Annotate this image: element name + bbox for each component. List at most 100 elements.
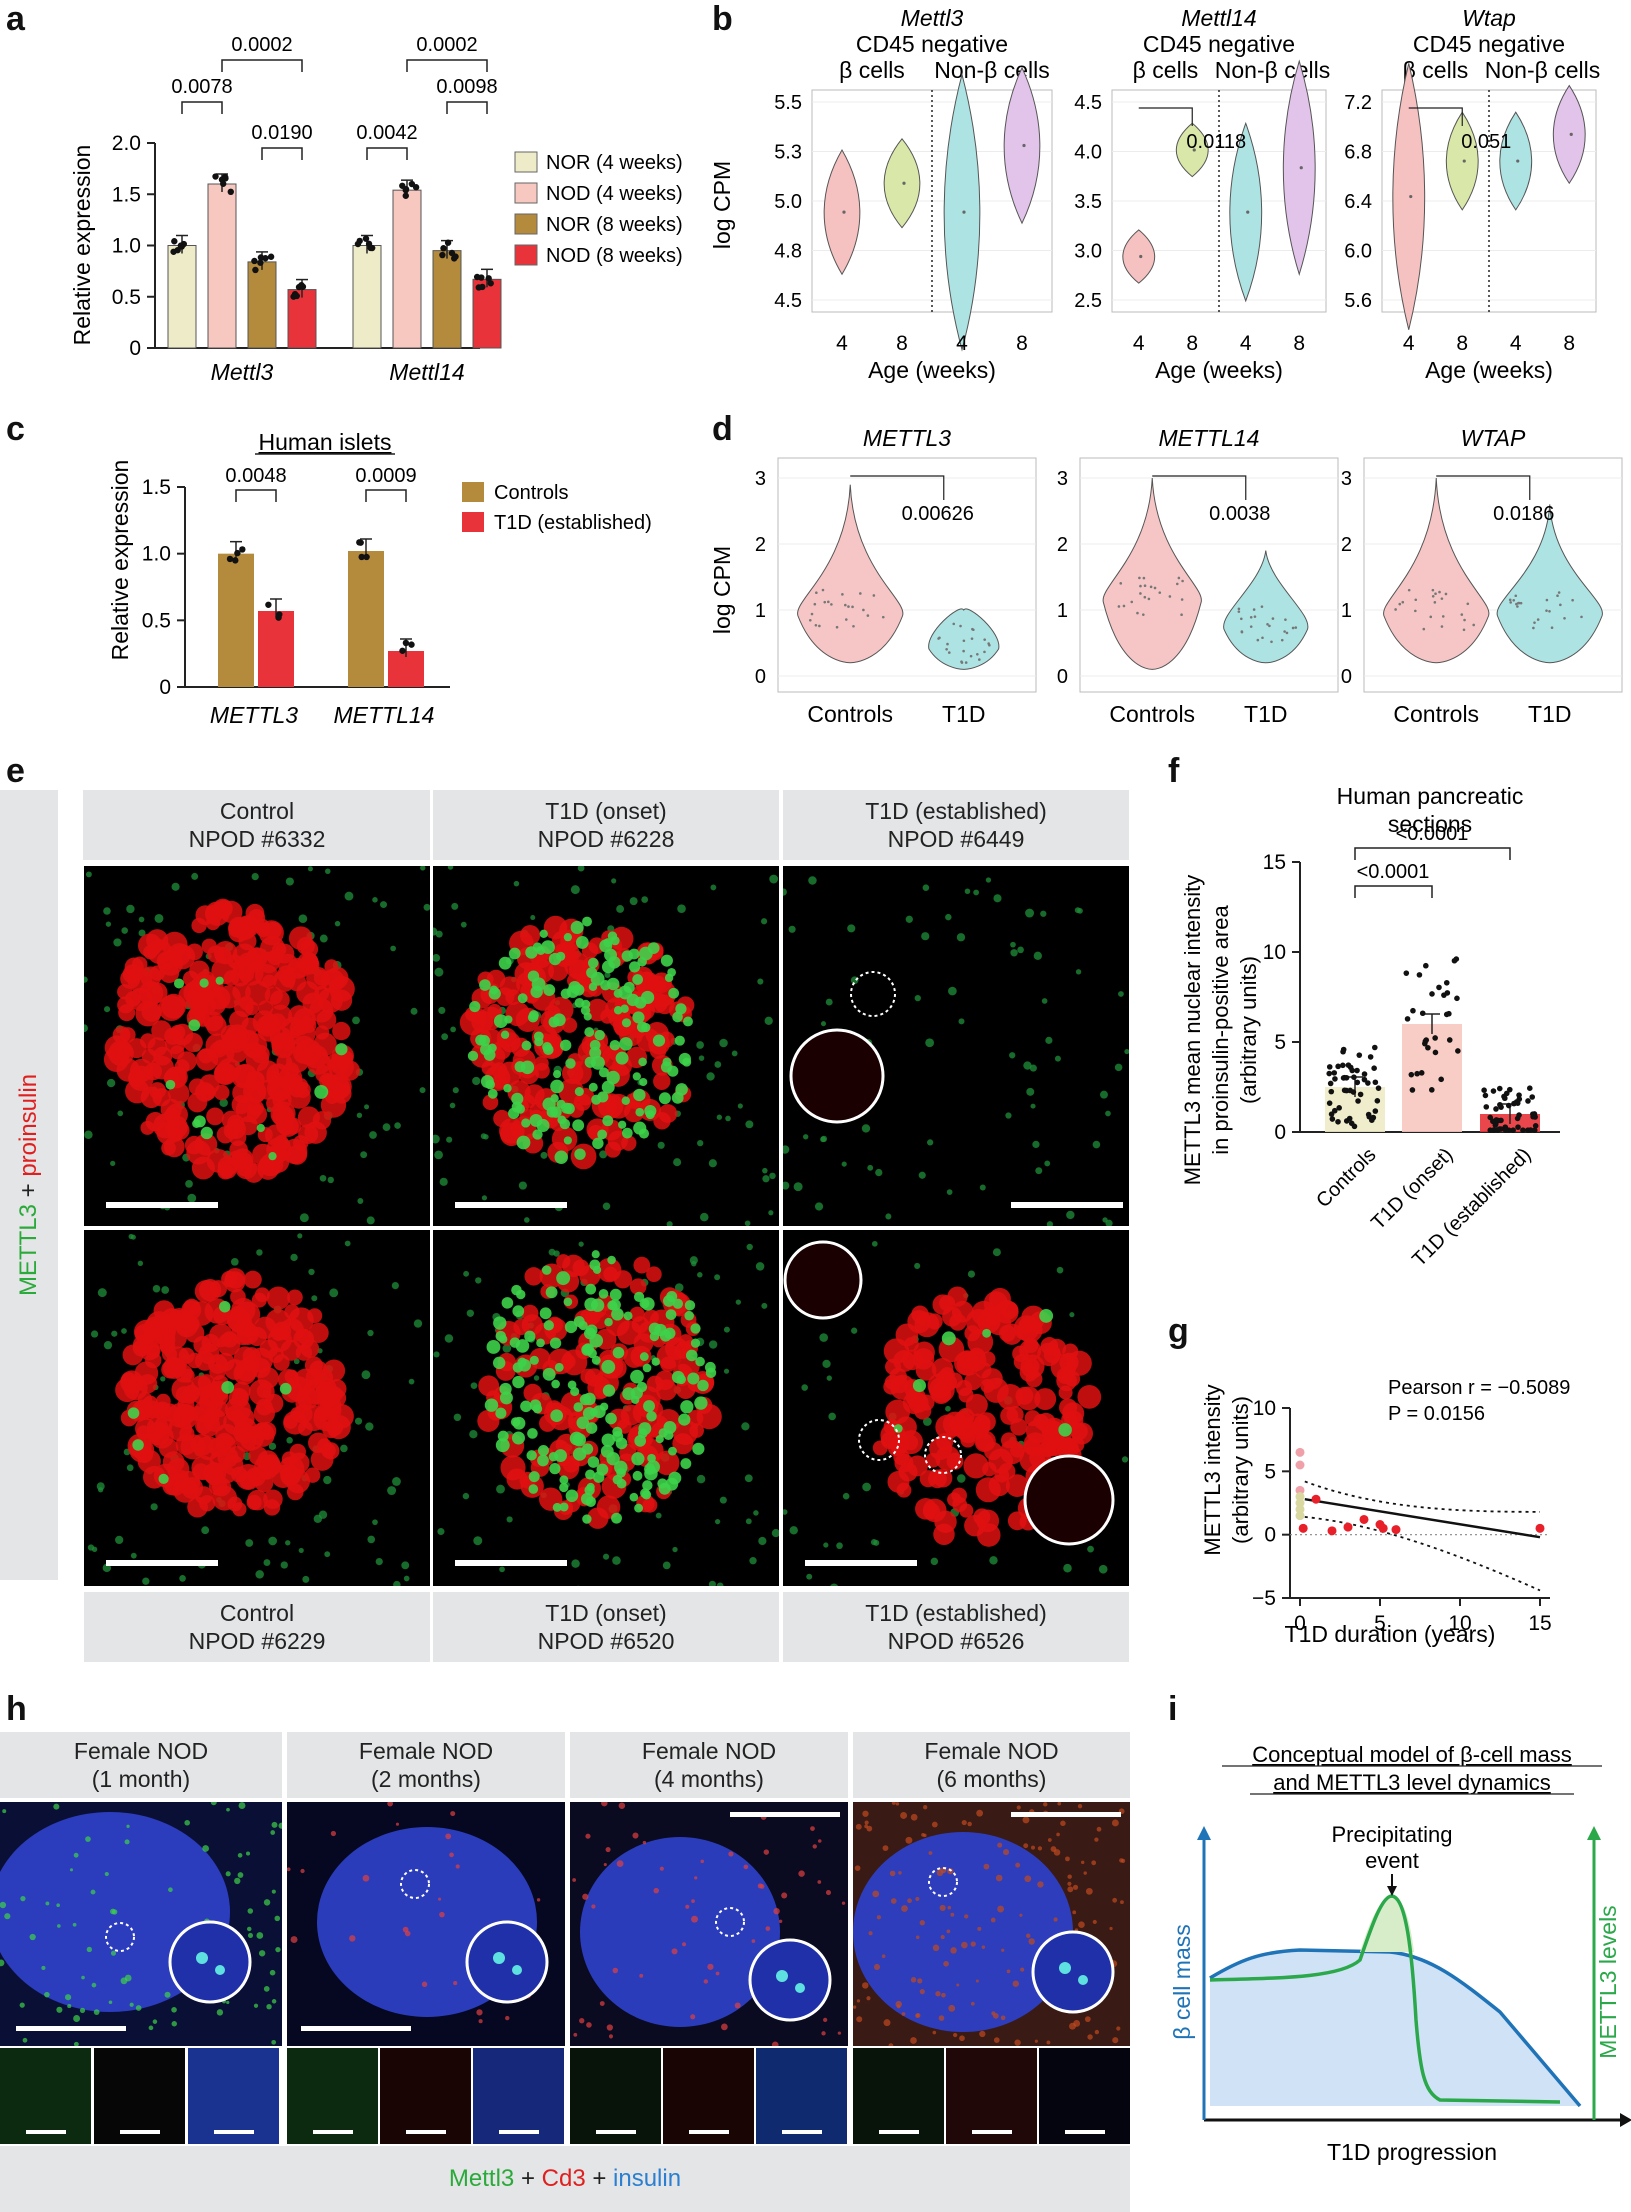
c-dot: [399, 647, 406, 654]
scale-bar: [1011, 1202, 1123, 1208]
scale-bar: [106, 1560, 218, 1566]
f-dot: [1423, 1037, 1430, 1043]
a-legend-swatch: [514, 182, 538, 204]
b-violin: [1552, 84, 1586, 185]
b-xtick: 8: [1016, 332, 1028, 355]
h-header-1-month: Female NOD (1 month): [0, 1732, 282, 1798]
b-pvalue: 0.051: [1461, 131, 1511, 153]
f-dot: [1341, 1087, 1348, 1094]
g-xtick: 0: [1294, 1612, 1306, 1635]
d-pvalue: 0.00626: [902, 503, 974, 525]
c-ytick: 1.5: [142, 476, 171, 499]
f-dot: [1347, 1087, 1354, 1094]
b-ytick: 3.5: [1074, 191, 1102, 213]
h-header-6-months: Female NOD (6 months): [853, 1732, 1130, 1798]
h-thumbnail: [946, 2048, 1037, 2144]
f-dot: [1372, 1108, 1379, 1114]
c-dot: [402, 639, 410, 647]
caption-mettl3: Mettl3: [448, 2165, 515, 2192]
g-point: [1298, 1523, 1308, 1533]
b-ytick: 6.8: [1344, 142, 1372, 164]
b-ytick: 5.0: [774, 191, 802, 213]
f-dot: [1532, 1123, 1539, 1129]
b-violin: [1229, 121, 1263, 303]
b-header: CD45 negative: [1413, 31, 1565, 57]
f-dot: [1483, 1104, 1490, 1110]
b-xlabel: Age (weeks): [868, 357, 996, 383]
a-dot: [362, 235, 370, 242]
i-beta-mass-area: [1210, 1950, 1580, 2106]
d-ytick: 3: [1341, 468, 1352, 490]
f-dot: [1482, 1092, 1489, 1099]
f-dot: [1505, 1102, 1512, 1109]
f-ytick: 15: [1263, 851, 1286, 874]
b-ytick: 3.0: [1074, 241, 1102, 263]
c-legend-swatch: [462, 482, 484, 502]
h-channel-thumbnails: [0, 2048, 1130, 2144]
a-dot: [402, 192, 409, 199]
f-dot: [1490, 1088, 1497, 1094]
f-dot: [1511, 1100, 1517, 1107]
f-dot: [1332, 1076, 1338, 1082]
b-pvalue: 0.0118: [1186, 131, 1246, 153]
c-group-label: METTL3: [210, 702, 298, 728]
b-gene: Mettl14: [1181, 5, 1256, 31]
b-ytick: 6.4: [1344, 191, 1372, 213]
f-dot: [1365, 1080, 1371, 1086]
b-violin: [1392, 63, 1426, 330]
chart-g-pvalue: P = 0.0156: [1388, 1403, 1485, 1425]
chart-g-pearson: Pearson r = −0.5089: [1388, 1377, 1570, 1399]
f-dot: [1355, 1098, 1361, 1104]
f-dot: [1423, 962, 1429, 969]
g-point: [1359, 1514, 1369, 1524]
b-gene: Mettl3: [901, 5, 964, 31]
chart-i: Conceptual model of β-cell mass and METT…: [1169, 1742, 1631, 2165]
b-group: β cells: [1133, 57, 1199, 83]
f-dot: [1436, 984, 1442, 991]
a-dot: [408, 180, 416, 188]
chart-c: Human islets Relative expression 0 0.5 1.0…: [107, 429, 652, 728]
h-thumbnail: [380, 2048, 471, 2144]
f-dot: [1327, 1080, 1334, 1087]
a-bar: [167, 245, 197, 349]
chart-d-ylabel: log CPM: [709, 546, 735, 634]
h-header-4-months: Female NOD (4 months): [570, 1732, 848, 1798]
b-ytick: 4.5: [1074, 92, 1102, 114]
a-dot: [257, 254, 265, 261]
d-ytick: 3: [1057, 468, 1068, 490]
f-ytick: 0: [1274, 1121, 1286, 1144]
b-group: Non-β cells: [1215, 57, 1330, 83]
e-header-established-6449: T1D (established) NPOD #6449: [783, 790, 1129, 860]
f-dot: [1343, 1074, 1350, 1081]
a-dot: [222, 175, 229, 182]
e-header-control-6332: Control NPOD #6332: [84, 790, 430, 860]
d-xtick: T1D: [1528, 701, 1571, 727]
d-gene: METTL14: [1159, 425, 1260, 451]
f-ytick: 5: [1274, 1031, 1286, 1054]
b-group: Non-β cells: [1485, 57, 1600, 83]
f-dot: [1351, 1074, 1357, 1080]
f-dot: [1531, 1127, 1538, 1133]
micrograph-control-6332: [84, 866, 430, 1226]
a-bar: [432, 250, 462, 349]
scale-bar: [455, 1202, 567, 1208]
e-header-onset-6228: T1D (onset) NPOD #6228: [433, 790, 779, 860]
a-group-label: Mettl3: [211, 359, 274, 385]
d-ytick: 1: [1341, 600, 1352, 622]
f-dot: [1498, 1117, 1504, 1124]
a-dot: [293, 292, 300, 300]
g-point: [1295, 1460, 1305, 1470]
panel-e-side-bar: METTL3 + proinsulin: [0, 790, 58, 1580]
b-ytick: 5.5: [774, 92, 802, 114]
f-dot: [1502, 1095, 1508, 1102]
b-xtick: 4: [1403, 332, 1415, 355]
b-xtick: 8: [1293, 332, 1305, 355]
f-dot: [1414, 1070, 1420, 1077]
f-dot: [1516, 1096, 1523, 1102]
a-bar: [472, 278, 502, 349]
g-point: [1295, 1447, 1305, 1457]
h-thumbnail: [570, 2048, 661, 2144]
g-xtick: 15: [1528, 1612, 1551, 1635]
c-ytick: 1.0: [142, 543, 171, 566]
c-dot: [234, 549, 241, 557]
